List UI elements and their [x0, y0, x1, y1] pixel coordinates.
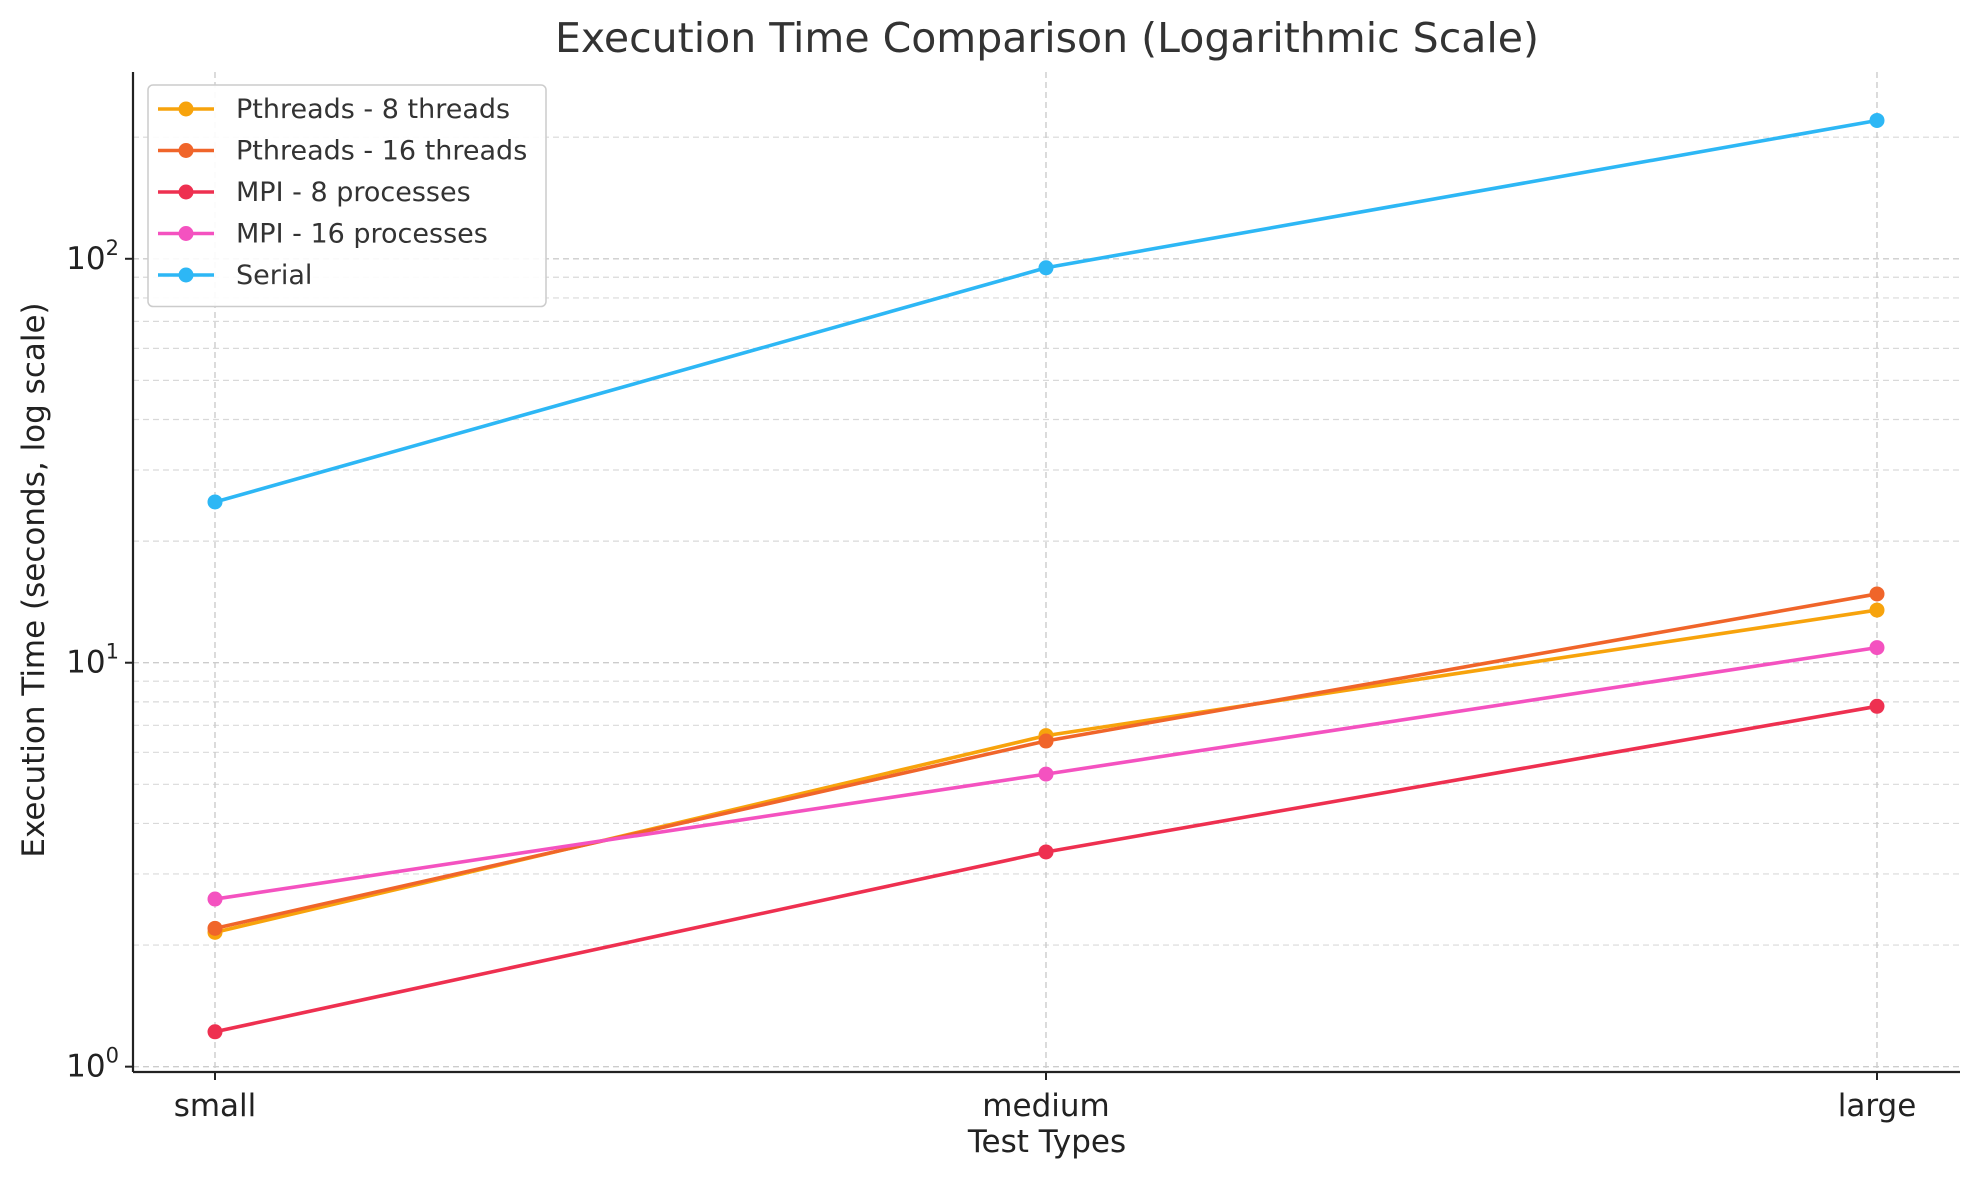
legend-item: Pthreads - 16 threads — [158, 136, 527, 167]
legend-item: MPI - 8 processes — [158, 177, 471, 208]
y-tick-label: 101 — [66, 640, 119, 681]
y-axis-label: Execution Time (seconds, log scale) — [16, 302, 52, 857]
y-tick-label: 102 — [66, 236, 119, 277]
chart-title: Execution Time Comparison (Logarithmic S… — [555, 14, 1539, 62]
data-point — [1869, 602, 1885, 618]
legend-item: MPI - 16 processes — [158, 219, 488, 250]
legend-label: Pthreads - 16 threads — [236, 136, 527, 167]
series-1 — [207, 586, 1885, 936]
legend-item: Pthreads - 8 threads — [158, 94, 510, 125]
data-point — [207, 494, 223, 510]
data-point — [1038, 733, 1054, 749]
legend-label: Serial — [236, 260, 312, 291]
series-layer — [207, 112, 1885, 1040]
legend: Pthreads - 8 threads Pthreads - 16 thread… — [147, 84, 547, 308]
legend-item: Serial — [158, 260, 312, 291]
series-3 — [207, 640, 1885, 907]
data-point — [207, 920, 223, 936]
series-2 — [207, 698, 1885, 1040]
data-point — [1869, 640, 1885, 656]
legend-swatch-marker — [178, 101, 194, 117]
data-point — [1869, 586, 1885, 602]
legend-swatch-marker — [178, 226, 194, 241]
x-tick-label: small — [174, 1088, 257, 1124]
data-point — [1869, 112, 1885, 128]
data-point — [1038, 844, 1054, 860]
legend-label: MPI - 8 processes — [236, 177, 471, 208]
tick-layer: 100 101 102 small medium large — [66, 236, 1916, 1124]
data-point — [207, 1024, 223, 1040]
data-point — [1038, 260, 1054, 276]
legend-box — [147, 84, 547, 308]
data-point — [207, 891, 223, 907]
data-point — [1869, 698, 1885, 714]
y-tick-label: 100 — [66, 1044, 119, 1085]
legend-label: Pthreads - 8 threads — [236, 94, 510, 125]
legend-swatch-marker — [178, 184, 194, 200]
legend-swatch-marker — [178, 143, 194, 158]
data-point — [1038, 766, 1054, 782]
legend-label: MPI - 16 processes — [236, 219, 488, 250]
series-4 — [207, 112, 1885, 510]
x-tick-label: medium — [982, 1088, 1109, 1124]
legend-swatch-marker — [178, 267, 194, 283]
x-tick-label: large — [1838, 1088, 1917, 1124]
x-axis-label: Test Types — [967, 1124, 1126, 1160]
